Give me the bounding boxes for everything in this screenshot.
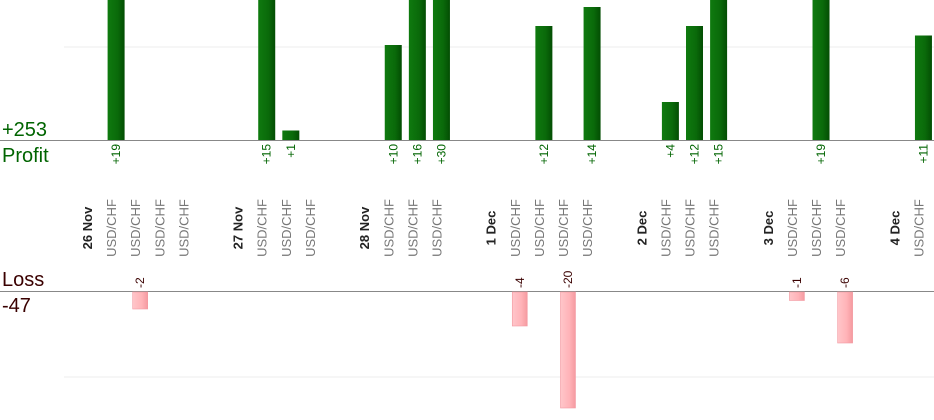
pair-label: USD/CHF [809,199,824,257]
profit-bar [812,0,830,140]
pair-label: USD/CHF [658,199,673,257]
loss-bar [132,291,148,310]
date-label: 1 Dec [484,211,499,246]
loss-bar [560,291,576,409]
profit-bar [258,0,276,140]
date-label: 27 Nov [231,206,246,249]
pair-label: USD/CHF [405,199,420,257]
pair-label: USD/CHF [104,199,119,257]
profit-bar [408,0,426,140]
date-label: 2 Dec [634,211,649,246]
loss-value-label: -4 [513,277,527,288]
profit-value-label: +15 [260,144,274,165]
pair-label: USD/CHF [303,199,318,257]
loss-bar [511,291,528,327]
pair-label: USD/CHF [152,199,167,257]
loss-bar [789,291,805,301]
date-label: 26 Nov [80,206,95,249]
pair-label: USD/CHF [429,199,444,257]
pair-label: USD/CHF [508,199,523,257]
date-label: 28 Nov [357,206,372,249]
profit-bar [384,45,402,140]
profit-bar [107,0,125,140]
profit-value-label: +16 [410,144,424,165]
loss-bar [837,291,853,344]
profit-bar [282,130,300,140]
loss-value-label: -6 [838,277,852,288]
pair-label: USD/CHF [833,199,848,257]
chart-marks: 26 Nov USD/CHF +19 USD/CHF -2 USD/CHF USD/CHF 2… [80,0,932,409]
pair-label: USD/CHF [785,199,800,257]
pair-label: USD/CHF [556,199,571,257]
profit-value-label: +14 [585,144,599,165]
pair-label: USD/CHF [911,199,926,257]
profit-bar [583,7,601,140]
loss-value-label: -2 [133,277,147,288]
profit-value-label: +1 [284,144,298,158]
pair-label: USD/CHF [683,199,698,257]
profit-total: +253 [2,119,48,141]
profit-value-label: +19 [109,144,123,165]
profit-label: Profit [2,145,49,167]
profit-value-label: +10 [386,144,400,165]
profit-value-label: +30 [434,144,448,165]
date-label: 4 Dec [887,211,902,246]
pair-label: USD/CHF [279,199,294,257]
pair-label: USD/CHF [707,199,722,257]
profit-value-label: +12 [537,144,551,165]
profit-value-label: +11 [916,144,930,164]
profit-bar [914,35,932,140]
profit-bar [661,102,679,140]
pair-label: USD/CHF [128,199,143,257]
loss-value-label: -20 [561,270,575,288]
profit-bar [432,0,450,140]
profit-value-label: +15 [712,144,726,165]
loss-total: -47 [2,295,31,317]
pair-label: USD/CHF [381,199,396,257]
pair-label: USD/CHF [255,199,270,257]
profit-bar [535,26,553,140]
profit-value-label: +12 [688,144,702,165]
pair-label: USD/CHF [580,199,595,257]
profit-value-label: +19 [814,144,828,165]
profit-bar [710,0,728,140]
pair-label: USD/CHF [176,199,191,257]
loss-value-label: -1 [790,277,804,288]
loss-label: Loss [2,269,45,291]
date-label: 3 Dec [761,211,776,246]
pair-label: USD/CHF [532,199,547,257]
profit-value-label: +4 [663,144,677,158]
profit-bar [686,26,703,140]
